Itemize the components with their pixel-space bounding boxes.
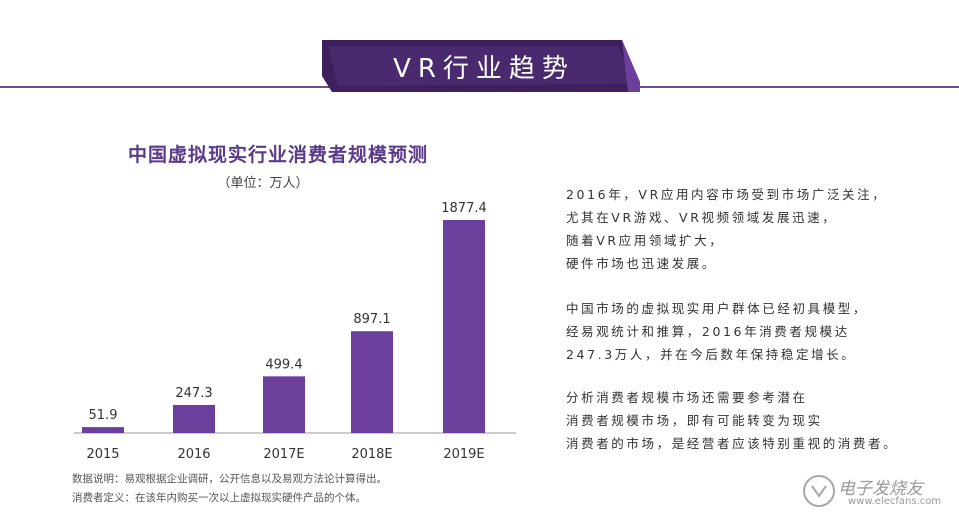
data-source-note: 数据说明：易观根据企业调研，公开信息以及易观方法论计算得出。 bbox=[72, 473, 387, 485]
x-tick-label: 2018E bbox=[351, 447, 392, 462]
paragraph-line: 硬件市场也迅速发展。 bbox=[566, 256, 718, 271]
x-tick-label: 2017E bbox=[263, 447, 304, 462]
bar-value-label: 1877.4 bbox=[441, 201, 487, 216]
watermark-url: www.elecfans.com bbox=[848, 496, 942, 507]
paragraph-1: 2016年，VR应用内容市场受到市场广泛关注， 尤其在VR游戏、VR视频领域发展… bbox=[566, 183, 956, 275]
paragraph-line: 尤其在VR游戏、VR视频领域发展迅速， bbox=[566, 210, 838, 225]
x-tick-label: 2016 bbox=[177, 447, 210, 462]
paragraph-line: 消费者规模市场，即有可能转变为现实 bbox=[566, 413, 823, 428]
title-banner bbox=[322, 40, 640, 92]
chart-subtitle: （单位：万人） bbox=[217, 176, 309, 191]
paragraph-line: 2016年，VR应用内容市场受到市场广泛关注， bbox=[566, 187, 888, 202]
consumer-definition-note: 消费者定义：在该年内购买一次以上虚拟现实硬件产品的个体。 bbox=[72, 492, 366, 504]
paragraph-2: 中国市场的虚拟现实用户群体已经初具模型， 经易观统计和推算，2016年消费者规模… bbox=[566, 297, 956, 366]
bar-value-label: 51.9 bbox=[89, 408, 118, 423]
bar-value-label: 499.4 bbox=[265, 357, 302, 372]
watermark-logo-icon bbox=[803, 475, 835, 507]
watermark-text: 电子发烧友 bbox=[838, 479, 923, 499]
paragraph-line: 分析消费者规模市场还需要参考潜在 bbox=[566, 390, 808, 405]
x-tick-label: 2015 bbox=[86, 447, 119, 462]
bar-value-label: 897.1 bbox=[353, 312, 390, 327]
chart-bar-2019E bbox=[443, 220, 485, 433]
paragraph-line: 随着VR应用领域扩大， bbox=[566, 233, 725, 248]
chart-bar-2017E bbox=[263, 376, 305, 433]
paragraph-line: 消费者的市场，是经营者应该特别重视的消费者。 bbox=[566, 436, 899, 451]
paragraph-line: 247.3万人，并在今后数年保持稳定增长。 bbox=[566, 347, 857, 362]
chart-bar-2018E bbox=[351, 331, 393, 433]
chart-title: 中国虚拟现实行业消费者规模预测 bbox=[127, 144, 428, 166]
paragraph-line: 中国市场的虚拟现实用户群体已经初具模型， bbox=[566, 301, 869, 316]
bar-chart: 51.9 2015 247.3 2016 499.4 2017E 897.1 2018E 187… bbox=[74, 201, 516, 462]
paragraph-3: 分析消费者规模市场还需要参考潜在 消费者规模市场，即有可能转变为现实 消费者的市… bbox=[566, 386, 956, 455]
paragraph-line: 经易观统计和推算，2016年消费者规模达 bbox=[566, 324, 850, 339]
page-title: VR行业趋势 bbox=[393, 53, 575, 84]
chart-bar-2016 bbox=[173, 404, 215, 433]
x-tick-label: 2019E bbox=[443, 447, 484, 462]
chart-bar-2015 bbox=[82, 427, 124, 433]
bar-value-label: 247.3 bbox=[175, 386, 212, 401]
